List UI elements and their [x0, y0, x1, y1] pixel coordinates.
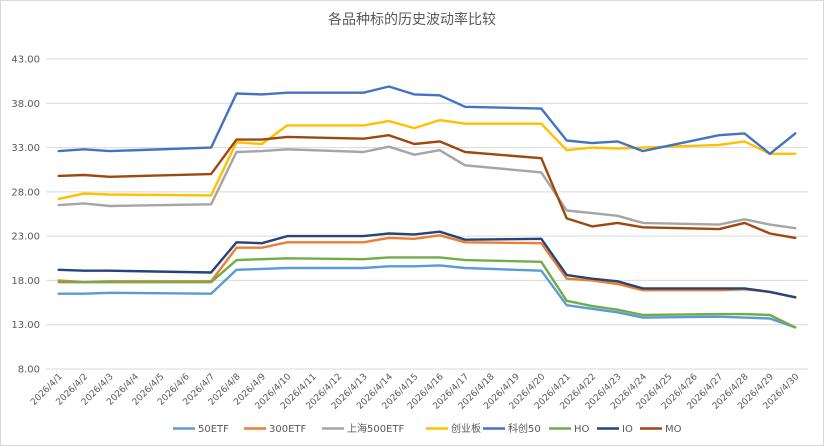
series-line-7 — [57, 133, 797, 240]
series-line-1 — [57, 234, 797, 299]
series-line-5 — [57, 256, 797, 329]
x-axis-ticks: 2026/4/12026/4/22026/4/32026/4/42026/4/5… — [29, 372, 801, 412]
chart-title: 各品种标的历史波动率比较 — [328, 11, 496, 28]
gridlines — [46, 58, 808, 370]
series-line-6 — [57, 230, 797, 299]
legend: 50ETF 300ETF 上海500ETF 创业板 科创50 HO IO MO — [173, 422, 682, 435]
series-lines — [57, 85, 797, 329]
y-tick-label: 38.00 — [11, 99, 40, 110]
y-tick-label: 18.00 — [11, 276, 40, 287]
y-tick-label: 23.00 — [11, 232, 40, 243]
legend-label: IO — [622, 424, 633, 435]
legend-label: MO — [665, 424, 682, 435]
y-tick-label: 13.00 — [11, 320, 40, 331]
y-tick-label: 8.00 — [18, 365, 40, 376]
series-line-0 — [57, 264, 797, 329]
series-line-2 — [57, 145, 797, 230]
legend-label: HO — [574, 424, 590, 435]
y-tick-label: 43.00 — [11, 55, 40, 66]
series-line-4 — [57, 85, 797, 156]
legend-label: 科创50 — [508, 422, 541, 435]
y-tick-label: 28.00 — [11, 187, 40, 198]
y-tick-label: 33.00 — [11, 143, 40, 154]
legend-label: 50ETF — [198, 424, 229, 435]
series-line-3 — [57, 118, 797, 201]
legend-label: 创业板 — [451, 422, 481, 435]
legend-label: 300ETF — [269, 424, 307, 435]
legend-label: 上海500ETF — [347, 422, 405, 435]
y-axis-ticks: 8.00 13.00 18.00 23.00 28.00 33.00 38.00 43.00 — [11, 55, 40, 376]
